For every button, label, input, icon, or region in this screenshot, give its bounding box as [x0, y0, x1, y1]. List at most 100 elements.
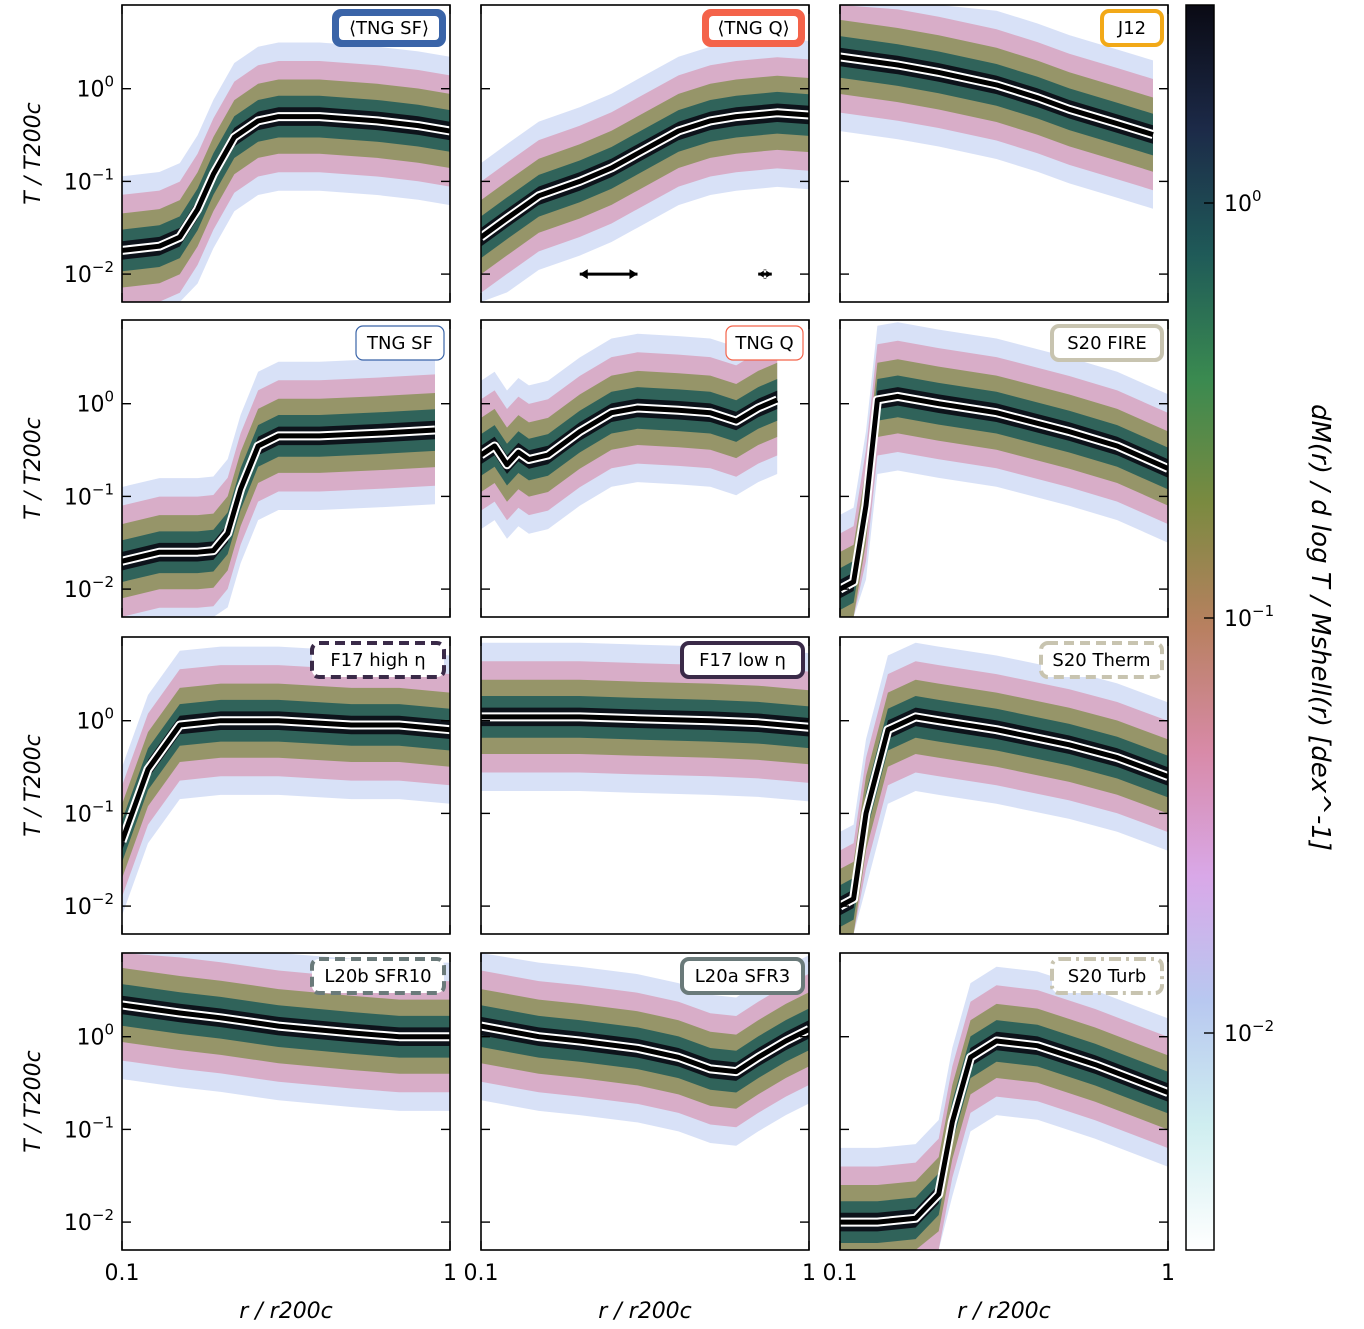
panel-3: J12 — [839, 4, 1169, 303]
median-curve — [481, 397, 779, 468]
y-tick-label: 10−1 — [64, 797, 114, 827]
colorbar: 100 10−1 10−2 dM(r) / d log T / Mshell(r) [… — [1185, 4, 1335, 1251]
colorbar-gradient — [1185, 4, 1215, 1251]
median-curve — [481, 714, 809, 730]
x-tick-label: 0.1 — [823, 1261, 858, 1286]
panel-tag-inner — [339, 16, 439, 40]
panel-tag-box — [1100, 9, 1164, 47]
panel-tag: S20 Turb — [1068, 966, 1147, 987]
median-curve — [122, 114, 450, 253]
heatmap-band — [481, 103, 809, 247]
x-tick-label: 1 — [1161, 1261, 1175, 1286]
panel-frame — [480, 636, 810, 935]
panel-tag: ⟨TNG Q⟩ — [717, 18, 789, 39]
panel-9: S20 Therm — [839, 636, 1169, 935]
panel-12: 0.1 1 r / r200c S20 Turb — [823, 952, 1175, 1324]
panel-tag-box — [310, 957, 446, 995]
y-tick-label: 100 — [76, 73, 114, 103]
panel-10: 100 10−1 10−2 0.1 1 T / T200c r / r200c L20b SF… — [21, 952, 457, 1324]
panel-tag: S20 FIRE — [1067, 333, 1147, 354]
y-tick-label: 100 — [76, 705, 114, 735]
x-tick-label: 1 — [802, 1261, 816, 1286]
colorbar-label: dM(r) / d log T / Mshell(r) [dex^-1] — [1305, 404, 1335, 851]
y-tick-label: 10−2 — [64, 258, 114, 288]
median-curve — [122, 1002, 450, 1040]
panel-11: 0.1 1 r / r200c L20a SFR3 — [464, 952, 816, 1324]
y-tick-label: 10−2 — [64, 890, 114, 920]
panel-tag: TNG SF — [366, 333, 433, 354]
y-tick-label: 10−2 — [64, 573, 114, 603]
median-curve — [840, 54, 1154, 137]
x-axis-label: r / r200c — [598, 1299, 692, 1324]
heatmap-band — [122, 699, 450, 863]
panel-tag-box — [355, 325, 445, 361]
colorbar-tick-label: 100 — [1224, 187, 1262, 217]
x-axis-label: r / r200c — [957, 1299, 1051, 1324]
median-curve — [840, 1038, 1168, 1225]
median-curve — [122, 718, 450, 843]
x-axis-label: r / r200c — [239, 1299, 333, 1324]
panel-tag-inner — [709, 16, 798, 40]
panel-6: S20 FIRE — [839, 319, 1169, 618]
panel-frame — [121, 952, 451, 1251]
panel-tag-box — [680, 957, 805, 995]
heatmap-band — [840, 1020, 1168, 1243]
median-curve — [122, 427, 436, 564]
panel-7: 100 10−1 10−2 T / T200c F17 high η — [21, 636, 451, 935]
panel-tag-box — [1050, 324, 1164, 362]
y-axis-label: T / T200c — [21, 102, 46, 204]
panel-frame — [839, 636, 1169, 935]
x-tick-label: 0.1 — [105, 1261, 140, 1286]
y-tick-label: 10−2 — [64, 1206, 114, 1236]
y-tick-label: 10−1 — [64, 165, 114, 195]
panel-tag-box — [310, 641, 446, 679]
median-curve — [481, 1023, 809, 1075]
panel-frame — [121, 4, 451, 303]
heatmap-band — [481, 91, 809, 259]
panel-tag: L20a SFR3 — [695, 966, 790, 987]
panel-frame — [480, 952, 810, 1251]
heatmap-band — [122, 409, 435, 582]
median-curve — [481, 110, 809, 240]
heatmap-band — [122, 95, 450, 272]
panel-tag: L20b SFR10 — [324, 966, 431, 987]
panel-tag: J12 — [1117, 18, 1146, 39]
panel-tag: ⟨TNG SF⟩ — [349, 18, 429, 39]
panel-tag-box — [725, 325, 804, 361]
y-axis-label: T / T200c — [21, 417, 46, 519]
panel-tag-box — [1050, 957, 1164, 995]
panel-tag-box — [680, 641, 805, 679]
y-axis-label: T / T200c — [21, 734, 46, 836]
panel-tag-box — [1039, 641, 1164, 679]
panel-1: 100 10−1 10−2 T / T200c ⟨TNG SF⟩ — [21, 4, 451, 303]
panel-frame — [121, 319, 451, 618]
panel-4: 100 10−1 10−2 T / T200c TNG SF — [21, 319, 451, 618]
range-arrow-head — [758, 269, 772, 280]
panel-2: ⟨TNG Q⟩ — [480, 4, 810, 303]
panel-tag: S20 Therm — [1052, 650, 1150, 671]
panel-frame — [839, 952, 1169, 1251]
panel-tag: F17 high η — [330, 650, 425, 671]
panel-frame — [839, 4, 1169, 303]
panel-tag: TNG Q — [734, 333, 793, 354]
panel-5: TNG Q — [480, 319, 810, 618]
x-tick-label: 0.1 — [464, 1261, 499, 1286]
colorbar-tick-label: 10−2 — [1224, 1017, 1274, 1047]
panel-frame — [839, 319, 1169, 618]
x-tick-label: 1 — [443, 1261, 457, 1286]
y-axis-label: T / T200c — [21, 1050, 46, 1152]
median-curve — [840, 393, 1168, 592]
y-tick-label: 100 — [76, 388, 114, 418]
median-curve — [840, 714, 1168, 909]
y-tick-label: 10−1 — [64, 1113, 114, 1143]
panel-frame — [480, 319, 810, 618]
panel-frame — [480, 4, 810, 303]
y-tick-label: 100 — [76, 1021, 114, 1051]
panel-tag: F17 low η — [699, 650, 786, 671]
panel-8: F17 low η — [480, 636, 810, 935]
panel-frame — [121, 636, 451, 935]
colorbar-tick-label: 10−1 — [1224, 602, 1274, 632]
y-tick-label: 10−1 — [64, 480, 114, 510]
